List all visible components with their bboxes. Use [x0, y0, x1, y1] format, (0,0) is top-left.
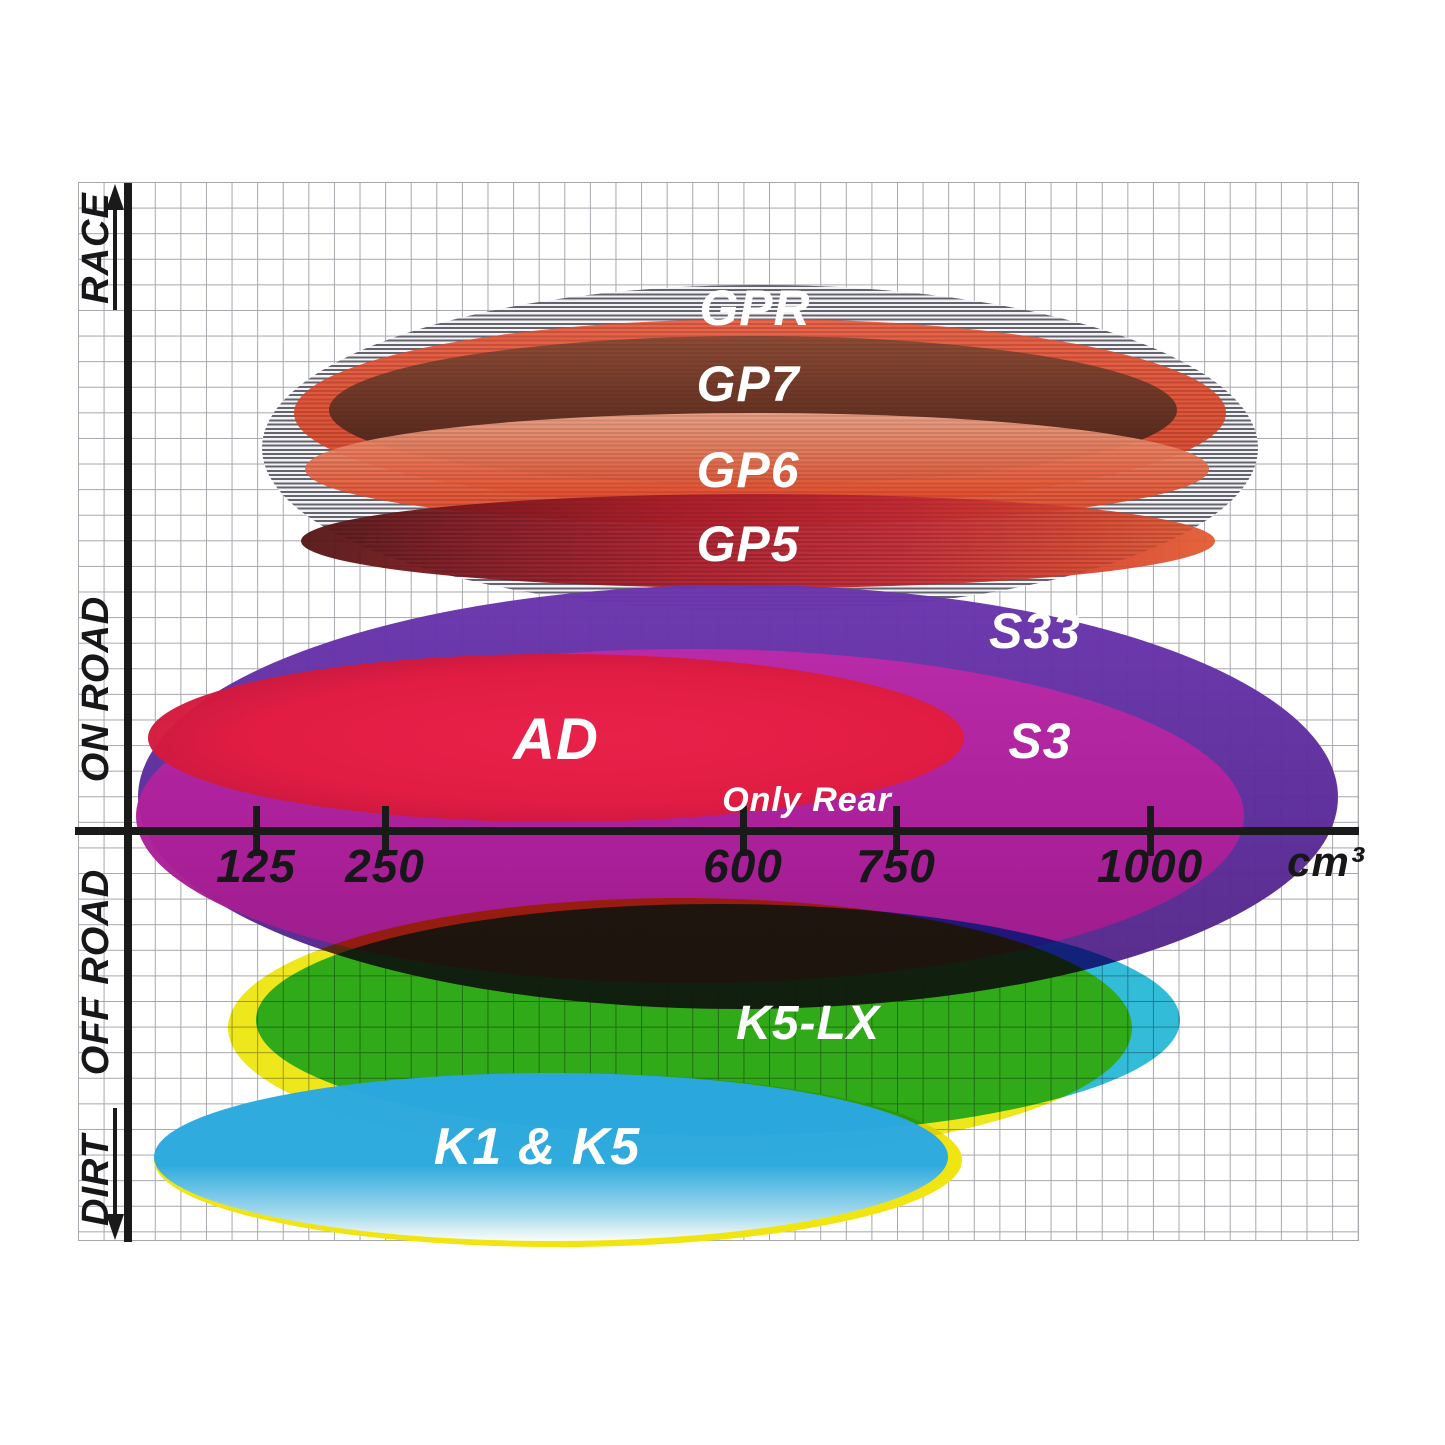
label-k5lx: K5-LX: [736, 997, 880, 1050]
ellipse-k1k5: [154, 1073, 948, 1241]
tick-600: [740, 806, 747, 856]
tick-125: [253, 806, 260, 856]
y-band-dirt: DIRT: [75, 1134, 117, 1226]
race-arrow-line: [113, 198, 117, 310]
ellipse-gp5: [301, 494, 1215, 588]
tick-label-125: 125: [216, 840, 296, 892]
x-axis-unit-label: cm³: [1287, 838, 1365, 885]
label-only-rear: Only Rear: [722, 781, 892, 819]
label-s3: S3: [1008, 713, 1072, 769]
tick-250: [382, 806, 389, 856]
ellipse-ad: [148, 654, 964, 822]
dirt-arrow-down-icon: [106, 1214, 124, 1240]
label-k1k5: K1 & K5: [433, 1118, 641, 1176]
label-gpr: GPR: [699, 280, 811, 336]
tick-label-250: 250: [345, 840, 425, 892]
label-ad: AD: [513, 707, 599, 772]
y-axis-line: [124, 183, 132, 1242]
label-gp5: GP5: [696, 516, 800, 572]
tick-1000: [1147, 806, 1154, 856]
tick-label-750: 750: [856, 840, 936, 892]
y-band-race: RACE: [75, 192, 117, 304]
dirt-arrow-line: [113, 1108, 117, 1214]
label-s33: S33: [989, 603, 1081, 659]
tick-750: [893, 806, 900, 856]
label-gp6: GP6: [696, 442, 800, 498]
tick-label-1000: 1000: [1096, 840, 1204, 892]
label-gp7: GP7: [696, 356, 800, 412]
y-band-off-road: OFF ROAD: [75, 868, 117, 1076]
race-arrow-up-icon: [106, 184, 124, 210]
tick-label-600: 600: [703, 840, 783, 892]
x-axis-line: [75, 827, 1359, 835]
y-band-on-road: ON ROAD: [75, 595, 117, 783]
